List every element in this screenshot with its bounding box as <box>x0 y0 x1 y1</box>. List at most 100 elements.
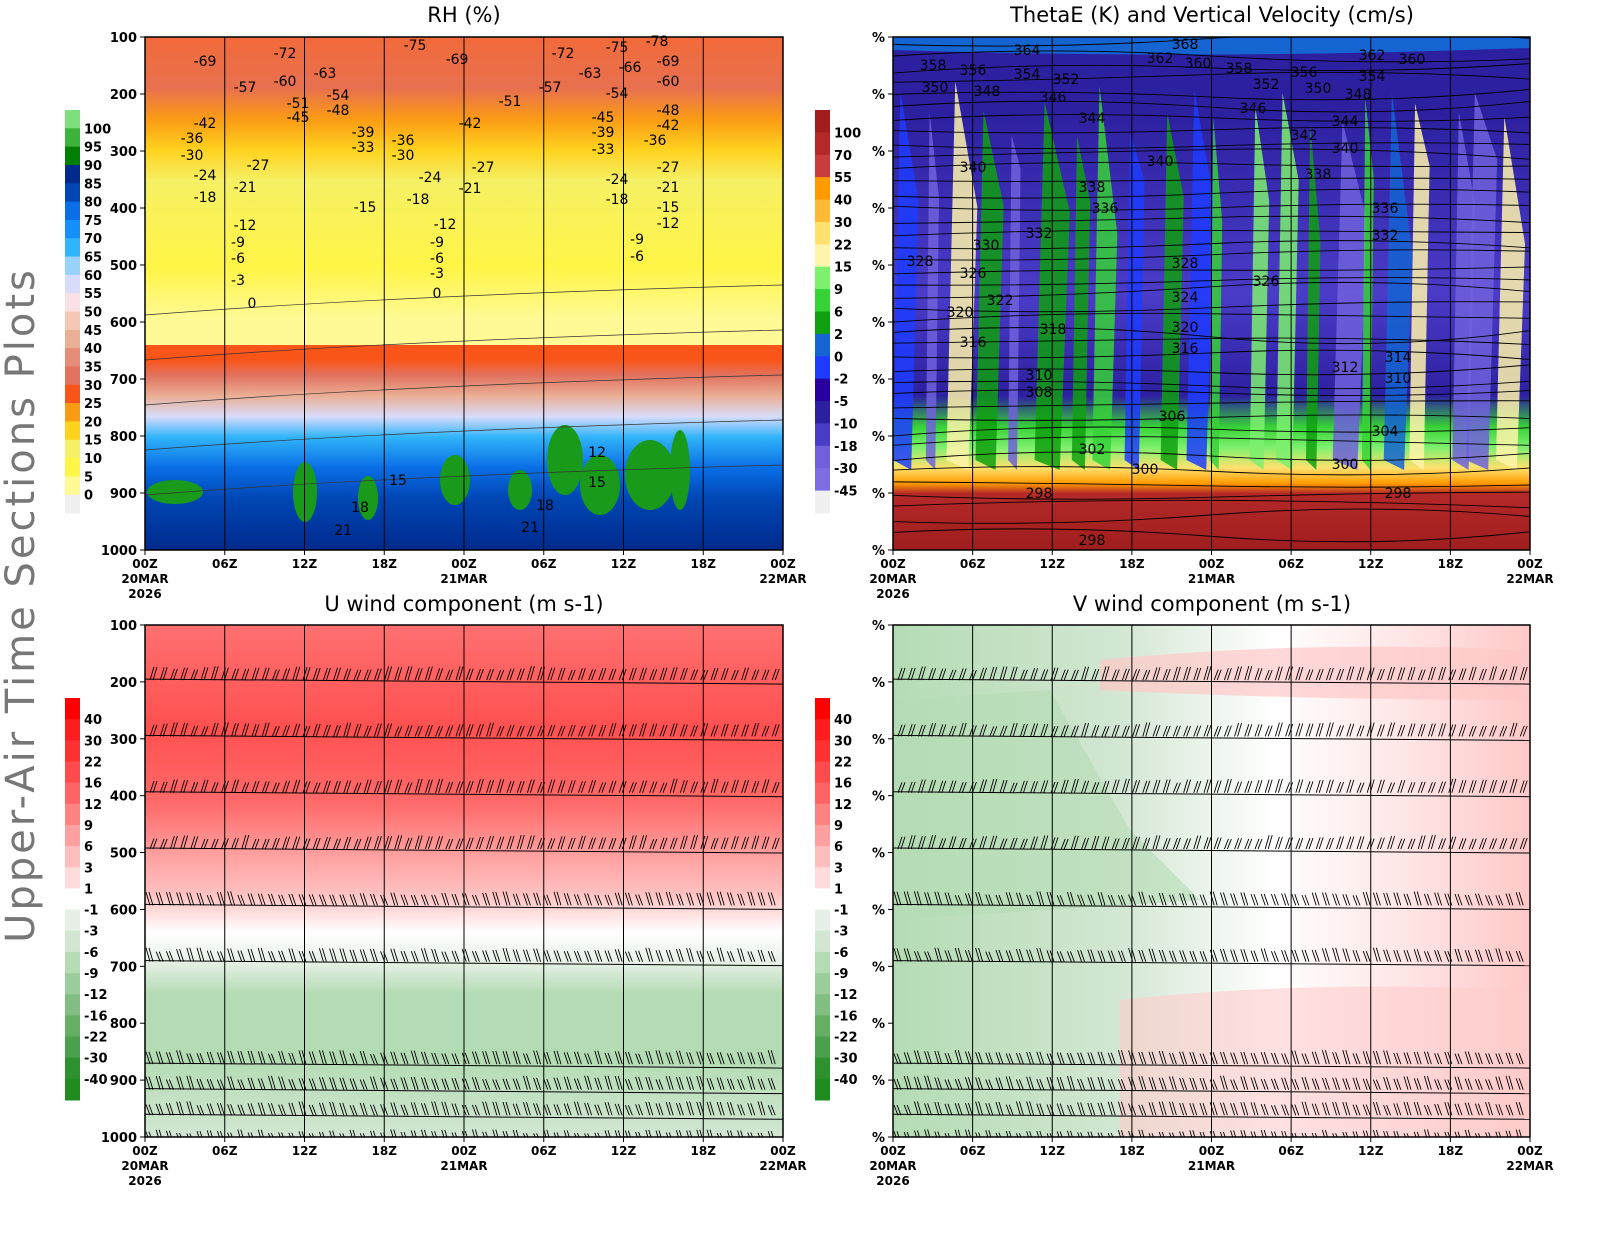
contour-label: -9 <box>430 235 444 251</box>
wind-barb <box>1254 668 1263 681</box>
wind-barb <box>1005 1130 1012 1137</box>
wind-barb <box>1478 838 1487 850</box>
wind-barb <box>1132 836 1141 850</box>
contour-label: -51 <box>287 96 310 112</box>
wind-barb <box>985 1079 994 1090</box>
wind-barb <box>506 668 515 681</box>
wind-barb <box>1203 779 1212 793</box>
wind-barb <box>1142 669 1151 681</box>
wind-barb <box>618 668 627 681</box>
contour-label: 312 <box>1332 360 1359 376</box>
wind-barb <box>522 1053 531 1065</box>
colorbar-label: -6 <box>834 946 848 961</box>
wind-barb <box>1270 894 1279 906</box>
contour-label: 21 <box>334 523 352 539</box>
contour-label: 362 <box>1359 48 1386 64</box>
wind-barb <box>726 1102 735 1116</box>
colorbar-swatch <box>65 110 80 129</box>
wind-barb <box>1142 722 1151 737</box>
contour-label: 326 <box>960 266 987 282</box>
wind-barb <box>1495 1104 1504 1116</box>
wind-barb <box>1464 1078 1473 1090</box>
wind-barb <box>1413 1131 1420 1137</box>
wind-barb <box>292 836 301 850</box>
colorbar-label: 95 <box>84 141 102 156</box>
wind-barb <box>1444 1131 1451 1137</box>
wind-barb <box>1209 1102 1218 1116</box>
wind-barb <box>1499 726 1508 737</box>
wind-barb <box>486 779 495 793</box>
wind-barb <box>1193 725 1202 737</box>
wind-barb <box>716 1077 725 1090</box>
colorbar-label: 15 <box>834 261 852 276</box>
wind-barb <box>455 781 464 793</box>
wind-barb <box>455 666 464 681</box>
x-tick-label: 12Z <box>1358 557 1384 571</box>
wind-barb <box>169 668 178 681</box>
wind-barb <box>390 1078 399 1090</box>
colorbar-label: 40 <box>834 194 852 209</box>
wind-barb <box>1158 1050 1167 1065</box>
colorbar-label: 30 <box>834 734 852 749</box>
wind-barb <box>730 669 739 681</box>
wind-barb <box>1066 1052 1075 1065</box>
wind-barb <box>771 724 780 737</box>
wind-barb <box>390 948 399 962</box>
wind-barb <box>1070 669 1079 681</box>
wind-barb <box>247 1103 256 1116</box>
wind-barb <box>257 1078 266 1090</box>
colorbar-label: -16 <box>84 1009 108 1024</box>
wind-barb <box>1336 725 1345 737</box>
colorbar-label: 3 <box>834 861 843 876</box>
x-tick-label: 00Z <box>451 557 477 571</box>
wind-barb <box>958 722 967 737</box>
wind-barb <box>390 1051 399 1065</box>
wind-barb <box>1097 1076 1106 1090</box>
wind-barb <box>1019 669 1028 681</box>
wind-barb <box>995 894 1004 906</box>
wind-barb <box>897 782 906 793</box>
wind-barb <box>1423 1075 1432 1090</box>
wind-barb <box>455 724 464 737</box>
wind-barb <box>979 779 988 793</box>
wind-barb <box>547 724 556 737</box>
colorbar-label: -12 <box>84 988 108 1003</box>
wind-barb <box>482 950 491 962</box>
wind-barb <box>557 780 566 793</box>
wind-barb <box>686 1101 695 1116</box>
wind-barb <box>522 893 531 906</box>
plot-area <box>893 625 1530 1137</box>
wind-barb <box>934 1050 943 1065</box>
wind-barb <box>492 1079 501 1090</box>
wind-barb <box>608 837 617 850</box>
contour-label: 298 <box>1026 486 1053 502</box>
contour-label: 18 <box>536 498 554 514</box>
wind-barb <box>333 725 342 737</box>
wind-barb <box>1407 782 1416 793</box>
colorbar-swatch <box>815 909 830 932</box>
y-tick-label: % <box>872 31 885 46</box>
wind-barb <box>1056 1131 1063 1137</box>
wind-barb <box>1444 950 1453 962</box>
contour-label: 322 <box>987 293 1014 309</box>
y-tick-label: % <box>872 790 885 805</box>
colorbar-swatch <box>65 458 80 477</box>
wind-barb <box>1454 1131 1461 1137</box>
wind-barb <box>913 1076 922 1090</box>
contour-label: 358 <box>920 58 947 74</box>
wind-barb <box>522 1133 529 1137</box>
wind-barb <box>975 1077 984 1090</box>
wind-barb <box>176 1101 185 1116</box>
x-date-start: 20MAR <box>121 572 168 586</box>
x-date-year: 2026 <box>876 587 909 601</box>
panel-2: ThetaE (K) and Vertical Velocity (cm/s)%… <box>815 3 1554 601</box>
wind-barb <box>159 667 168 681</box>
wind-barb <box>165 1052 174 1065</box>
vertical-velocity-area <box>1186 90 1215 470</box>
colorbar-swatch <box>65 476 80 496</box>
wind-barb <box>665 1076 674 1090</box>
wind-barb <box>1070 725 1079 737</box>
wind-barb <box>635 950 644 962</box>
wind-barb <box>659 837 668 850</box>
colorbar-label: -16 <box>834 1009 858 1024</box>
